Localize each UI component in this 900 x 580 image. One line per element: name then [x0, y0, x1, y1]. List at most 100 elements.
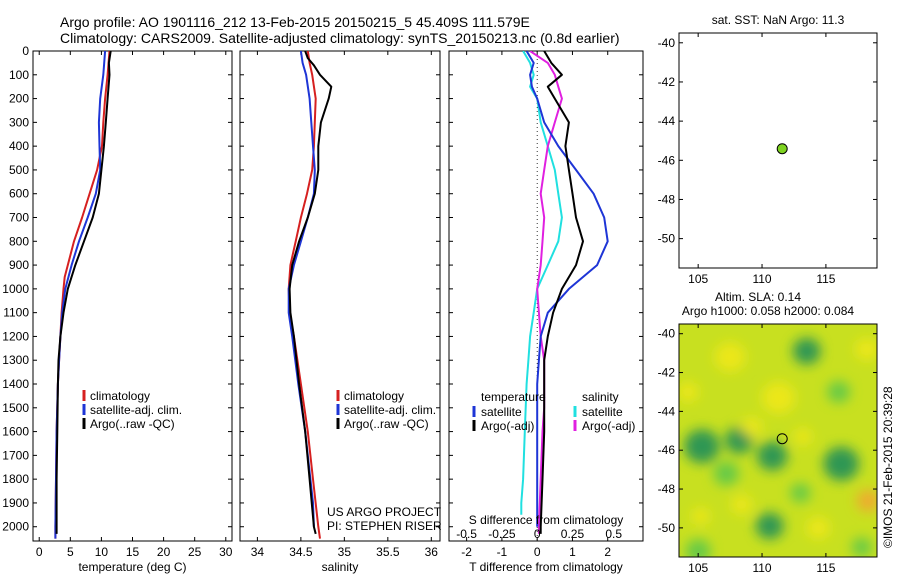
- project-note-line1: US ARGO PROJECT: [327, 505, 442, 519]
- x-tick-label: 0: [36, 545, 43, 559]
- sla-map-title-line2: Argo h1000: 0.058 h2000: 0.084: [682, 304, 854, 318]
- lat-tick-label: -40: [658, 36, 676, 50]
- x-tick-label: 0: [534, 545, 541, 559]
- depth-tick-label: 800: [9, 234, 29, 248]
- sla-anomaly-patch: [714, 342, 746, 372]
- sla-anomaly-patch: [827, 381, 851, 403]
- sla-anomaly-patch: [691, 507, 710, 525]
- depth-tick-label: 2000: [2, 520, 29, 534]
- x-tick-label: 34.5: [289, 545, 313, 559]
- secondary-x-tick-label: 0.25: [561, 527, 585, 541]
- x-tick-label: -2: [461, 545, 472, 559]
- temperature-x-axis-label: temperature (deg C): [78, 560, 186, 574]
- x-tick-label: 25: [188, 545, 202, 559]
- lon-tick-label: 115: [816, 272, 835, 286]
- sla-map-frame: [678, 323, 878, 558]
- lat-tick-label: -48: [658, 192, 676, 206]
- depth-tick-label: 400: [9, 139, 29, 153]
- difference-frame: [448, 50, 644, 542]
- argo-location-marker: [776, 433, 788, 445]
- sla-anomaly-patch: [793, 428, 812, 446]
- depth-tick-label: 1400: [2, 377, 29, 391]
- lat-tick-label: -44: [658, 404, 676, 418]
- x-tick-label: 35: [338, 545, 352, 559]
- project-note-line2: PI: STEPHEN RISER: [327, 519, 442, 533]
- copyright-timestamp: ©IMOS 21-Feb-2015 20:39:28: [881, 386, 895, 548]
- difference-x-axis-label: T difference from climatology: [469, 560, 623, 574]
- series-line-temperature-argo-adj-: [539, 51, 584, 534]
- salinity-frame: [239, 50, 441, 542]
- lat-tick-label: -42: [658, 366, 676, 380]
- sla-anomaly-patch: [806, 516, 830, 539]
- depth-tick-label: 0: [22, 44, 29, 58]
- temperature-profile-plot: 0100200300400500600700800900100011001200…: [2, 44, 232, 574]
- sla-anomaly-patch: [679, 382, 699, 402]
- legend-entry: Argo(..raw -QC): [344, 417, 429, 431]
- depth-tick-label: 700: [9, 211, 29, 225]
- secondary-x-tick-label: -0.25: [488, 527, 516, 541]
- lat-tick-label: -46: [658, 443, 676, 457]
- x-tick-label: -1: [497, 545, 508, 559]
- depth-tick-label: 1800: [2, 472, 29, 486]
- lat-tick-label: -48: [658, 482, 676, 496]
- lat-tick-label: -44: [658, 114, 676, 128]
- x-tick-label: 20: [157, 545, 171, 559]
- lon-tick-label: 105: [688, 272, 708, 286]
- series-line-argo-raw-qc-: [55, 51, 112, 534]
- lat-tick-label: -50: [658, 521, 676, 535]
- sla-anomaly-patch: [790, 483, 811, 503]
- series-line-temperature-satellite: [525, 51, 609, 527]
- sla-anomaly-patch: [713, 461, 740, 486]
- difference-profile-plot: -2 -1 0 1 2T difference from climatology -0.5…: [448, 50, 644, 574]
- lon-tick-label: 110: [752, 272, 771, 286]
- secondary-x-tick-label: 0: [534, 527, 541, 541]
- sst-location-map: -40 -42 -44 -46 -48 -50 105 110 115 sat. SST: NaN…: [658, 13, 878, 286]
- legend-entry: Argo(..raw -QC): [90, 417, 175, 431]
- depth-tick-label: 1100: [3, 306, 29, 320]
- x-tick-label: 10: [95, 545, 109, 559]
- x-tick-label: 35.5: [376, 545, 400, 559]
- depth-tick-label: 200: [9, 92, 29, 106]
- sla-anomaly-patch: [823, 446, 860, 481]
- lat-tick-label: -50: [658, 232, 676, 246]
- x-tick-label: 5: [67, 545, 74, 559]
- legend-entry: satellite: [481, 405, 522, 419]
- sla-field: [679, 324, 877, 557]
- x-tick-label: 34: [251, 545, 265, 559]
- lon-tick-label: 105: [688, 561, 708, 575]
- sla-anomaly-patch: [856, 489, 877, 512]
- lon-tick-label: 110: [752, 561, 771, 575]
- x-tick-label: 15: [126, 545, 140, 559]
- series-line-salinity-satellite: [520, 51, 563, 515]
- legend-entry: climatology: [344, 389, 404, 403]
- legend-title-salinity: salinity: [582, 390, 619, 404]
- sla-anomaly-patch: [851, 537, 872, 557]
- sla-heatmap: -40 -42 -44 -46 -48 -50 105 110 115 Altim. SLA: 0…: [658, 290, 878, 575]
- sla-anomaly-patch: [756, 441, 788, 471]
- depth-tick-label: 1600: [2, 425, 29, 439]
- depth-tick-label: 1300: [2, 353, 29, 367]
- sla-anomaly-patch: [762, 382, 796, 414]
- sla-anomaly-patch: [685, 539, 711, 557]
- depth-tick-label: 1200: [2, 329, 29, 343]
- depth-tick-label: 300: [9, 115, 29, 129]
- depth-tick-label: 600: [9, 187, 29, 201]
- legend-entry: satellite-adj. clim.: [344, 403, 436, 417]
- x-tick-label: 30: [219, 545, 233, 559]
- lon-tick-label: 115: [816, 561, 835, 575]
- series-line-climatology: [287, 51, 321, 539]
- x-tick-label: 2: [604, 545, 611, 559]
- sla-anomaly-patch: [855, 338, 877, 361]
- sla-map-title-line1: Altim. SLA: 0.14: [715, 290, 801, 304]
- figure-title-line2: Climatology: CARS2009. Satellite-adjuste…: [60, 30, 620, 46]
- depth-tick-label: 500: [9, 163, 29, 177]
- legend-entry: satellite: [582, 405, 623, 419]
- secondary-x-axis-label: S difference from climatology: [469, 513, 624, 527]
- lat-tick-label: -40: [658, 327, 676, 341]
- sla-anomaly-patch: [741, 417, 763, 437]
- depth-tick-label: 1000: [2, 282, 29, 296]
- legend-title-temperature: temperature: [481, 390, 546, 404]
- legend-entry: Argo(-adj): [582, 419, 635, 433]
- legend-entry: climatology: [90, 389, 150, 403]
